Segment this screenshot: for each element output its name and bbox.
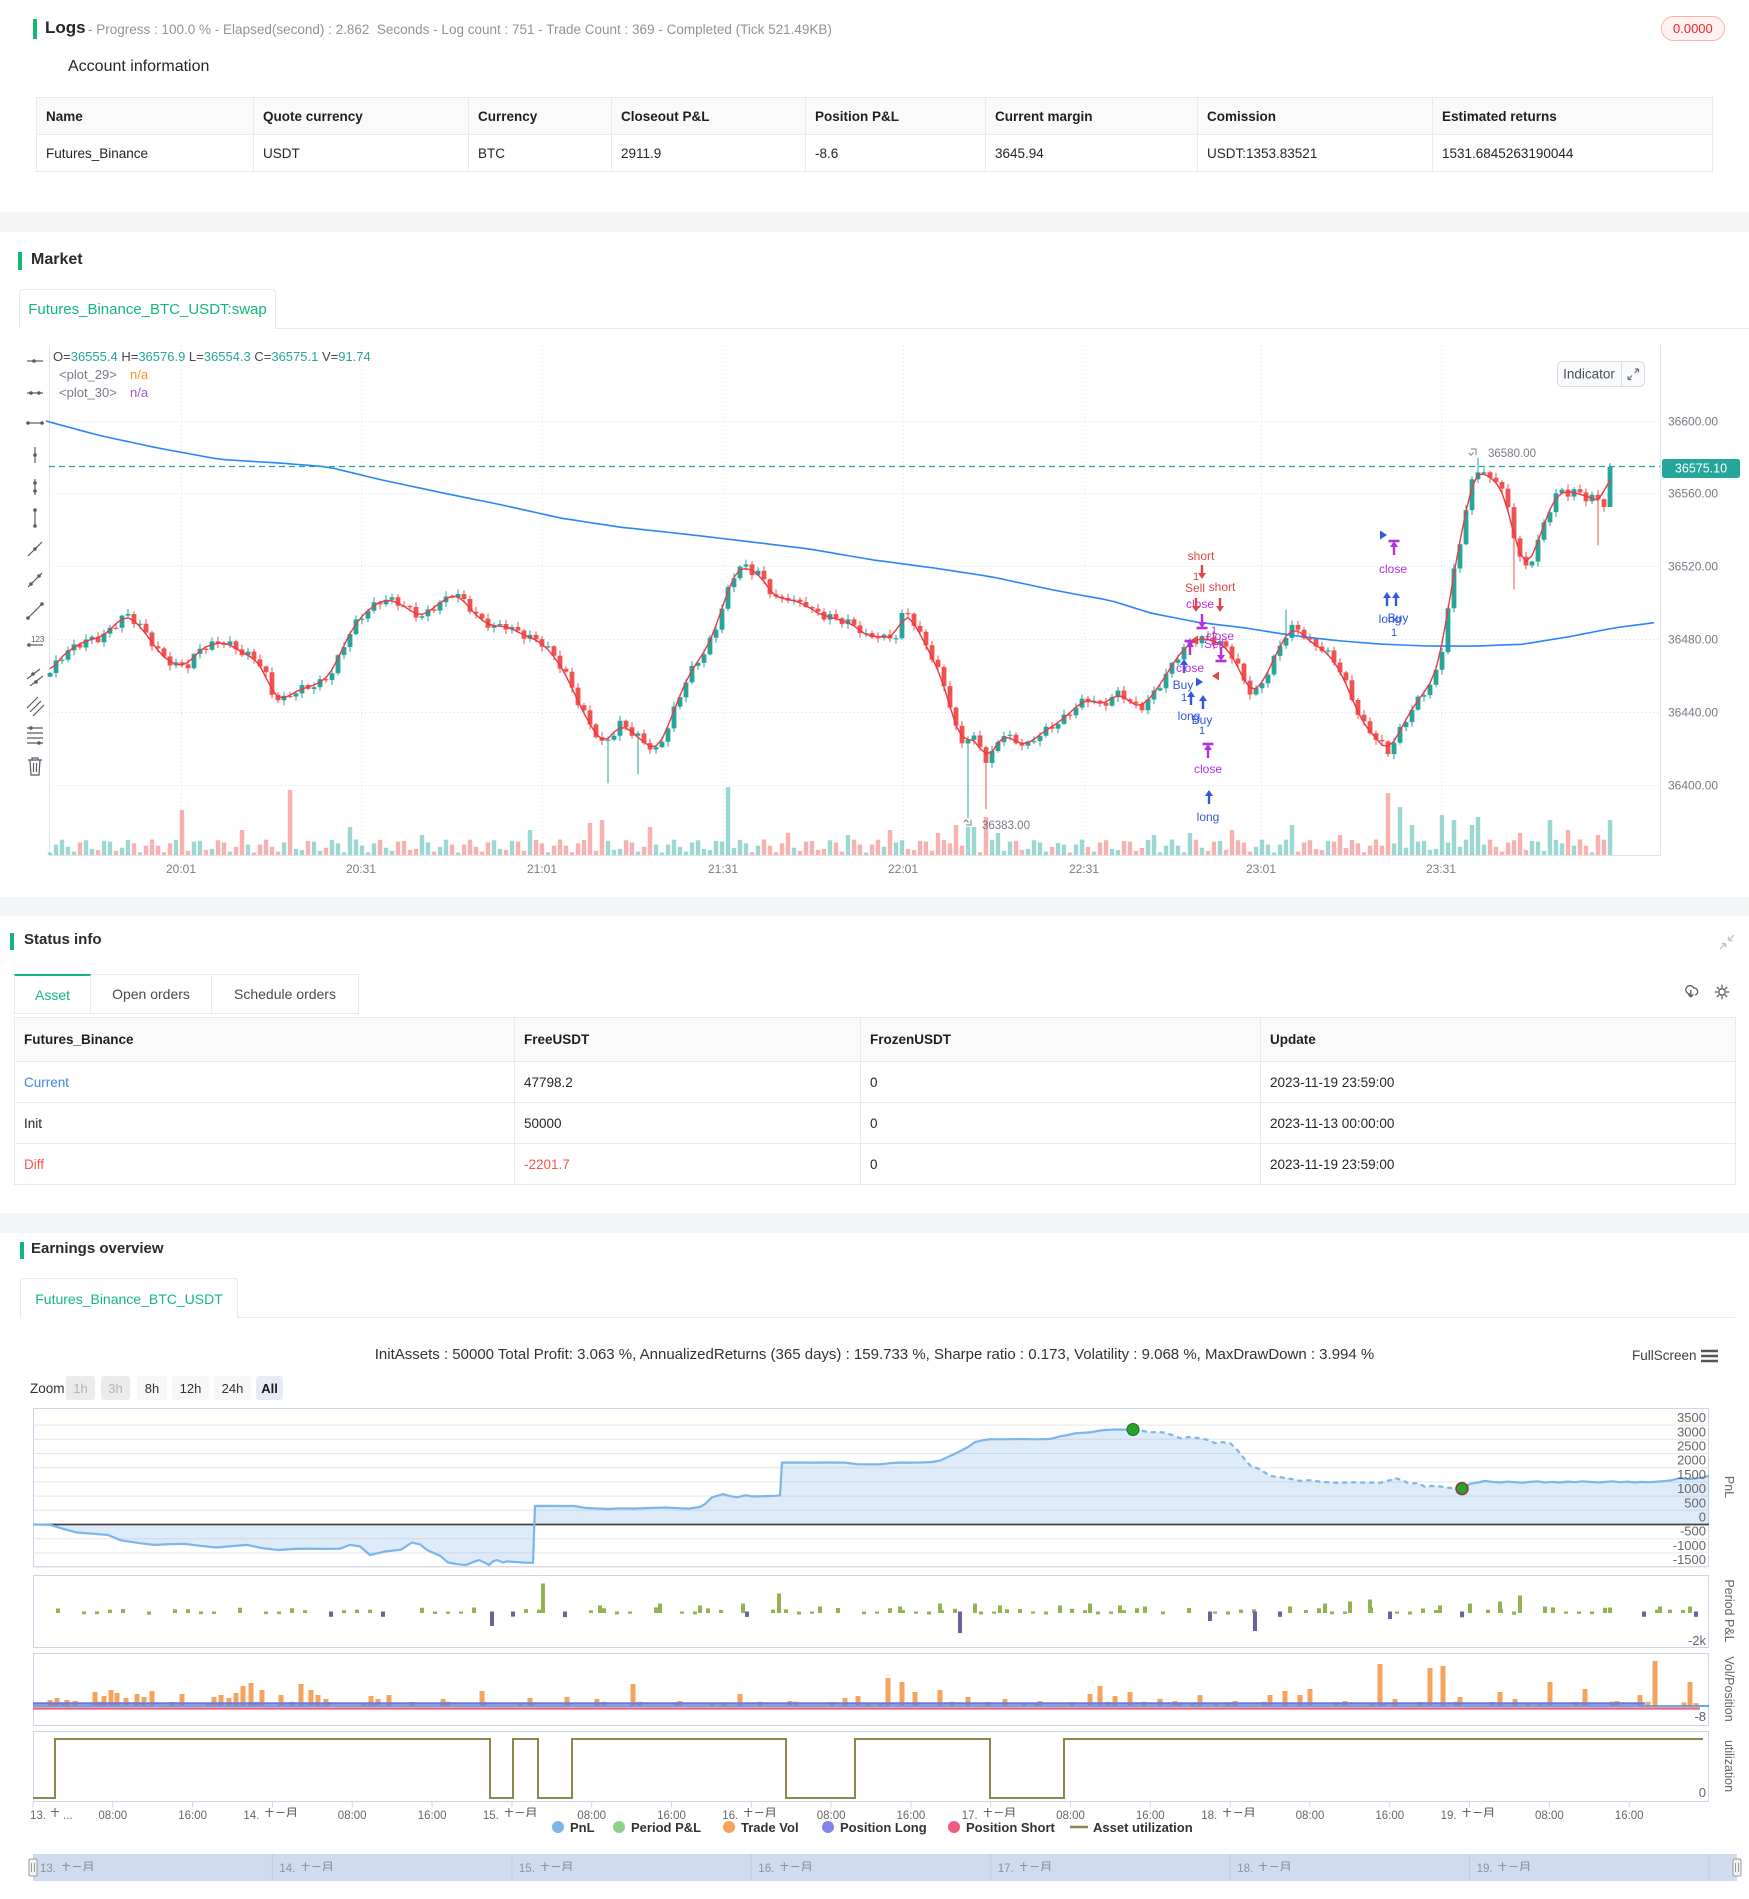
svg-text:Period P&L: Period P&L — [1722, 1579, 1736, 1642]
svg-text:23:01: 23:01 — [1246, 862, 1276, 876]
svg-text:36575.10: 36575.10 — [1675, 462, 1727, 476]
svg-text:3000: 3000 — [1677, 1424, 1706, 1439]
svg-text:3500: 3500 — [1677, 1410, 1706, 1425]
svg-text:close: close — [1186, 597, 1214, 611]
svg-text:Buy: Buy — [1173, 678, 1194, 692]
svg-text:08:00: 08:00 — [817, 1810, 846, 1822]
svg-text:O=36555.4 H=36576.9 L=36554.3: O=36555.4 H=36576.9 L=36554.3 C=36575.1 … — [53, 349, 371, 364]
svg-text:2500: 2500 — [1677, 1439, 1706, 1454]
svg-text:23:31: 23:31 — [1426, 862, 1456, 876]
svg-text:<plot_29>: <plot_29> — [59, 367, 117, 382]
svg-text:19.: 19. — [1477, 1863, 1493, 1875]
svg-text:-1500: -1500 — [1673, 1552, 1706, 1567]
svg-text:1: 1 — [1193, 571, 1199, 583]
svg-text:36480.00: 36480.00 — [1668, 633, 1718, 647]
svg-text:Sell: Sell — [1204, 637, 1224, 651]
svg-text:16:00: 16:00 — [657, 1810, 686, 1822]
svg-text:-8: -8 — [1694, 1709, 1706, 1724]
svg-text:08:00: 08:00 — [338, 1810, 367, 1822]
svg-text:Buy: Buy — [1388, 611, 1409, 625]
svg-text:13.: 13. — [30, 1810, 46, 1822]
svg-text:1000: 1000 — [1677, 1481, 1706, 1496]
svg-text:1: 1 — [1181, 692, 1187, 704]
svg-text:36520.00: 36520.00 — [1668, 560, 1718, 574]
svg-text:16:00: 16:00 — [418, 1810, 447, 1822]
svg-text:Period P&L: Period P&L — [631, 1820, 701, 1835]
svg-text:2000: 2000 — [1677, 1453, 1706, 1468]
svg-text:PnL: PnL — [1722, 1476, 1736, 1498]
svg-text:Asset utilization: Asset utilization — [1093, 1820, 1193, 1835]
svg-text:36400.00: 36400.00 — [1668, 779, 1718, 793]
svg-text:17.: 17. — [962, 1810, 978, 1822]
svg-text:n/a: n/a — [130, 367, 149, 382]
svg-text:08:00: 08:00 — [1056, 1810, 1085, 1822]
svg-text:15.: 15. — [483, 1810, 499, 1822]
svg-text:08:00: 08:00 — [98, 1810, 127, 1822]
svg-text:0: 0 — [1699, 1785, 1706, 1800]
svg-text:utilization: utilization — [1722, 1740, 1736, 1792]
svg-text:36440.00: 36440.00 — [1668, 706, 1718, 720]
svg-text:16:00: 16:00 — [1375, 1810, 1404, 1822]
svg-text:1: 1 — [1391, 627, 1397, 639]
svg-text:short: short — [1209, 580, 1236, 594]
svg-text:close: close — [1206, 629, 1234, 643]
svg-text:18.: 18. — [1237, 1863, 1253, 1875]
svg-text:long: long — [1379, 612, 1402, 626]
svg-text:15.: 15. — [519, 1863, 535, 1875]
svg-text:Sell: Sell — [1185, 581, 1205, 595]
svg-text:13.: 13. — [40, 1863, 56, 1875]
svg-text:14.: 14. — [243, 1810, 259, 1822]
svg-text:36383.00: 36383.00 — [982, 820, 1030, 832]
svg-text:-500: -500 — [1680, 1524, 1706, 1539]
svg-text:16.: 16. — [758, 1863, 774, 1875]
svg-text:<plot_30>: <plot_30> — [59, 385, 117, 400]
svg-text:22:01: 22:01 — [888, 862, 918, 876]
svg-text:22:31: 22:31 — [1069, 862, 1099, 876]
svg-text:36600.00: 36600.00 — [1668, 415, 1718, 429]
svg-text:19.: 19. — [1441, 1810, 1457, 1822]
svg-text:16:00: 16:00 — [178, 1810, 207, 1822]
svg-text:close: close — [1379, 562, 1407, 576]
svg-text:36560.00: 36560.00 — [1668, 487, 1718, 501]
svg-text:21:31: 21:31 — [708, 862, 738, 876]
svg-text:Position Long: Position Long — [840, 1820, 927, 1835]
svg-text:1500: 1500 — [1677, 1467, 1706, 1482]
svg-text:...: ... — [63, 1810, 73, 1822]
svg-text:08:00: 08:00 — [577, 1810, 606, 1822]
svg-text:-1000: -1000 — [1673, 1538, 1706, 1553]
svg-text:123: 123 — [31, 635, 45, 644]
svg-text:long: long — [1178, 709, 1201, 723]
svg-text:0: 0 — [1699, 1510, 1706, 1525]
svg-text:14.: 14. — [279, 1863, 295, 1875]
svg-text:18.: 18. — [1201, 1810, 1217, 1822]
svg-text:16:00: 16:00 — [897, 1810, 926, 1822]
svg-text:short: short — [1188, 549, 1215, 563]
svg-text:close: close — [1194, 762, 1222, 776]
svg-text:17.: 17. — [998, 1863, 1014, 1875]
svg-text:long: long — [1197, 810, 1220, 824]
svg-text:close: close — [1176, 661, 1204, 675]
svg-text:08:00: 08:00 — [1296, 1810, 1325, 1822]
svg-text:PnL: PnL — [570, 1820, 595, 1835]
svg-text:Vol/Position: Vol/Position — [1722, 1656, 1736, 1721]
svg-text:20:01: 20:01 — [166, 862, 196, 876]
svg-text:20:31: 20:31 — [346, 862, 376, 876]
svg-text:36580.00: 36580.00 — [1488, 448, 1536, 460]
svg-text:Indicator: Indicator — [1563, 367, 1615, 382]
svg-text:16:00: 16:00 — [1136, 1810, 1165, 1822]
svg-text:n/a: n/a — [130, 385, 149, 400]
svg-text:08:00: 08:00 — [1535, 1810, 1564, 1822]
svg-text:1: 1 — [1199, 725, 1205, 737]
svg-text:1: 1 — [1211, 625, 1217, 637]
svg-text:21:01: 21:01 — [527, 862, 557, 876]
svg-text:Buy: Buy — [1192, 713, 1213, 727]
svg-text:Position Short: Position Short — [966, 1820, 1056, 1835]
svg-text:Trade Vol: Trade Vol — [741, 1820, 799, 1835]
svg-text:500: 500 — [1684, 1495, 1706, 1510]
svg-text:-2k: -2k — [1688, 1633, 1707, 1648]
svg-text:16.: 16. — [722, 1810, 738, 1822]
svg-text:16:00: 16:00 — [1615, 1810, 1644, 1822]
